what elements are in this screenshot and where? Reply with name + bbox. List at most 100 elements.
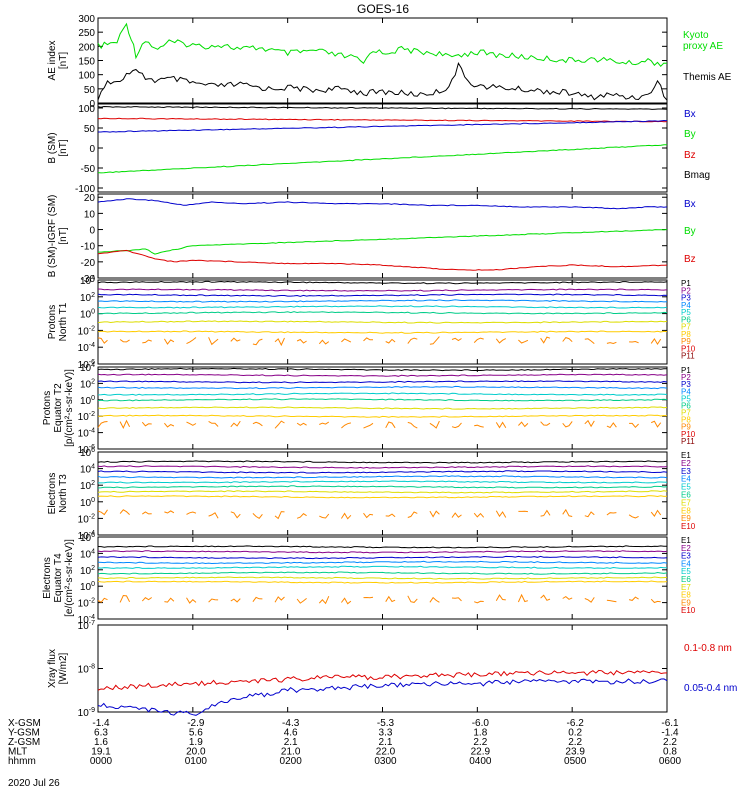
xaxis-value: 1.8 bbox=[473, 728, 487, 739]
channel-line-9 bbox=[164, 422, 175, 428]
channel-line-9 bbox=[318, 339, 330, 345]
channel-line-9 bbox=[606, 422, 617, 429]
channel-line-9 bbox=[540, 594, 551, 601]
legend-entry: E6 bbox=[681, 491, 691, 500]
panel-ylabel: Electrons bbox=[47, 473, 58, 515]
legend-entry: P5 bbox=[681, 394, 691, 403]
panel-legend: 0.1-0.8 nm 0.05-0.4 nm bbox=[684, 643, 737, 694]
legend-entry: E3 bbox=[681, 552, 691, 561]
panel-ylabel: [e/(cm²-s-sr-keV)] bbox=[64, 539, 75, 617]
y-tick-label: 0 bbox=[89, 99, 95, 110]
plot-title: GOES-16 bbox=[357, 2, 409, 16]
channel-line-9 bbox=[407, 337, 418, 344]
channel-line-3 bbox=[97, 470, 668, 474]
channel-line-9 bbox=[562, 595, 573, 600]
channel-line-9 bbox=[584, 511, 595, 518]
channel-line-9 bbox=[119, 419, 131, 429]
channel-line-2 bbox=[97, 550, 668, 554]
y-tick-label: 200 bbox=[78, 42, 95, 53]
panel-et4: 106 104 102 100 10-2 10-4 Electrons Equator T4[… bbox=[42, 532, 696, 626]
legend-entry: P4 bbox=[681, 387, 691, 396]
channel-line-9 bbox=[341, 422, 352, 429]
y-tick-label: -100 bbox=[75, 184, 95, 195]
channel-line-9 bbox=[540, 509, 551, 517]
channel-line-9 bbox=[628, 514, 639, 519]
xaxis-value: 0.8 bbox=[663, 747, 677, 758]
legend-entry: By bbox=[684, 226, 696, 237]
y-tick-label: 10-6 bbox=[78, 444, 95, 456]
xaxis-value: 0100 bbox=[185, 756, 208, 767]
channel-line-7 bbox=[97, 320, 668, 324]
series-line-bz bbox=[97, 117, 668, 123]
y-tick-label: -30 bbox=[81, 274, 96, 285]
legend-entry: E4 bbox=[681, 475, 691, 484]
xaxis-row-label: Y-GSM bbox=[8, 728, 40, 739]
xaxis-value: 2.1 bbox=[379, 737, 393, 748]
legend-entry: Bmag bbox=[684, 170, 710, 181]
xaxis-value: 2.2 bbox=[663, 737, 677, 748]
legend-entry: P2 bbox=[681, 373, 691, 382]
legend-entry: P9 bbox=[681, 337, 691, 346]
channel-line-9 bbox=[274, 420, 285, 429]
legend-entry: P1 bbox=[681, 279, 691, 288]
xaxis-value: 0600 bbox=[659, 756, 682, 767]
channel-line-6 bbox=[97, 398, 668, 402]
channel-line-9 bbox=[97, 421, 108, 428]
channel-line-5 bbox=[97, 392, 668, 396]
legend-entry: E1 bbox=[681, 536, 691, 545]
panel-legend: Bx By Bz Bmag bbox=[684, 109, 710, 181]
channel-line-9 bbox=[429, 510, 440, 518]
channel-line-9 bbox=[164, 510, 175, 514]
y-tick-label: 10-4 bbox=[78, 614, 95, 626]
channel-line-9 bbox=[163, 338, 175, 345]
legend-entry: P5 bbox=[681, 308, 691, 317]
xaxis-value: 0000 bbox=[90, 756, 113, 767]
legend-entry: E7 bbox=[681, 583, 691, 592]
y-tick-label: 100 bbox=[78, 104, 95, 115]
y-tick-label: 102 bbox=[80, 292, 95, 304]
legend-entry: E8 bbox=[681, 591, 691, 600]
channel-line-9 bbox=[252, 338, 263, 346]
panel-ylabel: North T3 bbox=[58, 474, 69, 513]
legend-entry: P7 bbox=[681, 409, 691, 418]
channel-line-9 bbox=[385, 338, 396, 344]
channel-line-9 bbox=[407, 421, 418, 429]
y-tick-label: 10-2 bbox=[78, 513, 95, 525]
channel-line-9 bbox=[385, 513, 396, 518]
y-tick-label: 10-4 bbox=[78, 342, 95, 354]
panel-ylabel: Protons bbox=[47, 305, 58, 339]
y-tick-label: 102 bbox=[80, 565, 95, 577]
xaxis-value: -1.4 bbox=[92, 718, 110, 729]
channel-line-9 bbox=[606, 512, 617, 516]
y-tick-label: 10-4 bbox=[78, 428, 95, 440]
channel-line-2 bbox=[97, 373, 668, 377]
channel-line-9 bbox=[451, 337, 462, 342]
xaxis-value: 20.0 bbox=[186, 747, 206, 758]
panel-ylabel: Xray flux bbox=[47, 649, 58, 688]
y-tick-label: 106 bbox=[80, 447, 95, 459]
xaxis-value: 0.2 bbox=[568, 728, 582, 739]
xaxis-value: 19.1 bbox=[91, 747, 111, 758]
y-tick-label: 0 bbox=[89, 226, 95, 237]
channel-line-3 bbox=[97, 555, 668, 560]
xaxis-value: 23.9 bbox=[565, 747, 585, 758]
legend-entry: E2 bbox=[681, 544, 691, 553]
panel-ylabel: Equator T4 bbox=[53, 553, 64, 603]
channel-line-9 bbox=[629, 340, 639, 344]
panel-ylabel: AE index bbox=[47, 40, 58, 80]
y-tick-label: 50 bbox=[84, 85, 96, 96]
xaxis-value: 22.9 bbox=[471, 747, 491, 758]
y-tick-label: 10-8 bbox=[78, 664, 95, 676]
channel-line-9 bbox=[474, 424, 484, 428]
legend-entry: P9 bbox=[681, 423, 691, 432]
channel-line-7 bbox=[97, 576, 668, 580]
legend-entry: E6 bbox=[681, 575, 691, 584]
xaxis-value: 2.1 bbox=[284, 737, 298, 748]
channel-line-9 bbox=[296, 422, 307, 426]
channel-line-9 bbox=[429, 336, 440, 345]
channel-line-9 bbox=[495, 510, 507, 518]
y-tick-label: 300 bbox=[78, 14, 95, 25]
channel-line-8 bbox=[97, 580, 668, 584]
series-line-0-1-0-8-nm bbox=[97, 669, 668, 691]
